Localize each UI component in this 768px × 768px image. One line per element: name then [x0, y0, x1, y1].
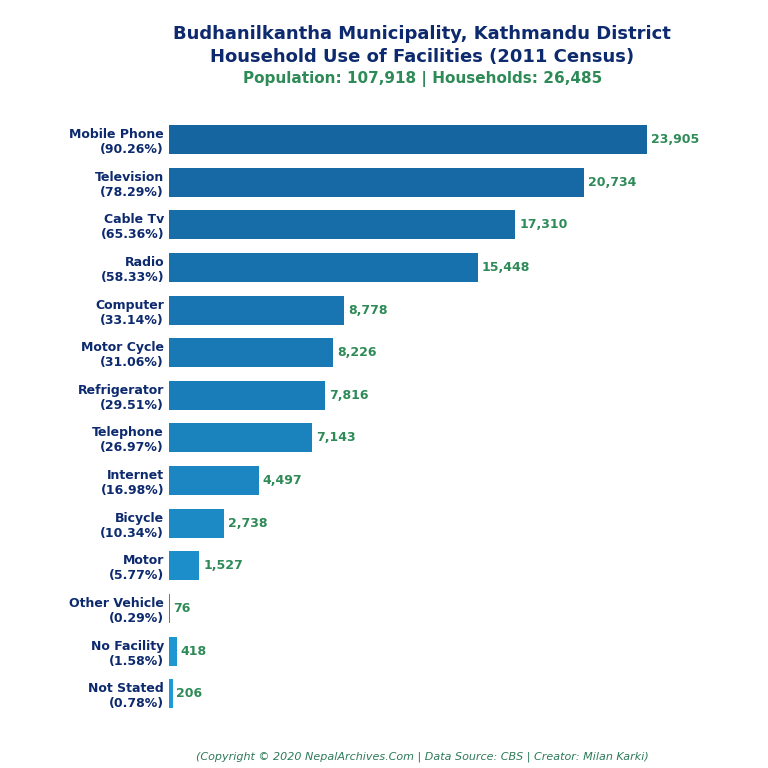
Text: 76: 76: [174, 602, 191, 615]
Text: Budhanilkantha Municipality, Kathmandu District
Household Use of Facilities (201: Budhanilkantha Municipality, Kathmandu D…: [174, 25, 671, 66]
Bar: [169, 125, 647, 154]
Bar: [169, 594, 170, 623]
Text: 1,527: 1,527: [204, 559, 243, 572]
Bar: [169, 338, 333, 367]
Bar: [169, 253, 478, 282]
Text: 4,497: 4,497: [263, 474, 303, 487]
Text: 15,448: 15,448: [482, 261, 530, 274]
Bar: [169, 508, 223, 538]
Bar: [169, 466, 259, 495]
Text: 7,816: 7,816: [329, 389, 369, 402]
Bar: [169, 551, 200, 581]
Text: 8,778: 8,778: [349, 303, 388, 316]
Text: 2,738: 2,738: [227, 517, 267, 530]
Text: 7,143: 7,143: [316, 432, 356, 445]
Text: 8,226: 8,226: [337, 346, 377, 359]
Text: 20,734: 20,734: [588, 176, 636, 189]
Text: Population: 107,918 | Households: 26,485: Population: 107,918 | Households: 26,485: [243, 71, 602, 87]
Bar: [169, 679, 173, 708]
Text: (Copyright © 2020 NepalArchives.Com | Data Source: CBS | Creator: Milan Karki): (Copyright © 2020 NepalArchives.Com | Da…: [196, 751, 649, 762]
Text: 23,905: 23,905: [651, 133, 699, 146]
Text: 17,310: 17,310: [519, 218, 568, 231]
Bar: [169, 637, 177, 666]
Bar: [169, 210, 515, 240]
Text: 206: 206: [176, 687, 202, 700]
Bar: [169, 167, 584, 197]
Bar: [169, 381, 326, 410]
Bar: [169, 296, 345, 325]
Text: 418: 418: [180, 644, 207, 657]
Bar: [169, 423, 312, 452]
